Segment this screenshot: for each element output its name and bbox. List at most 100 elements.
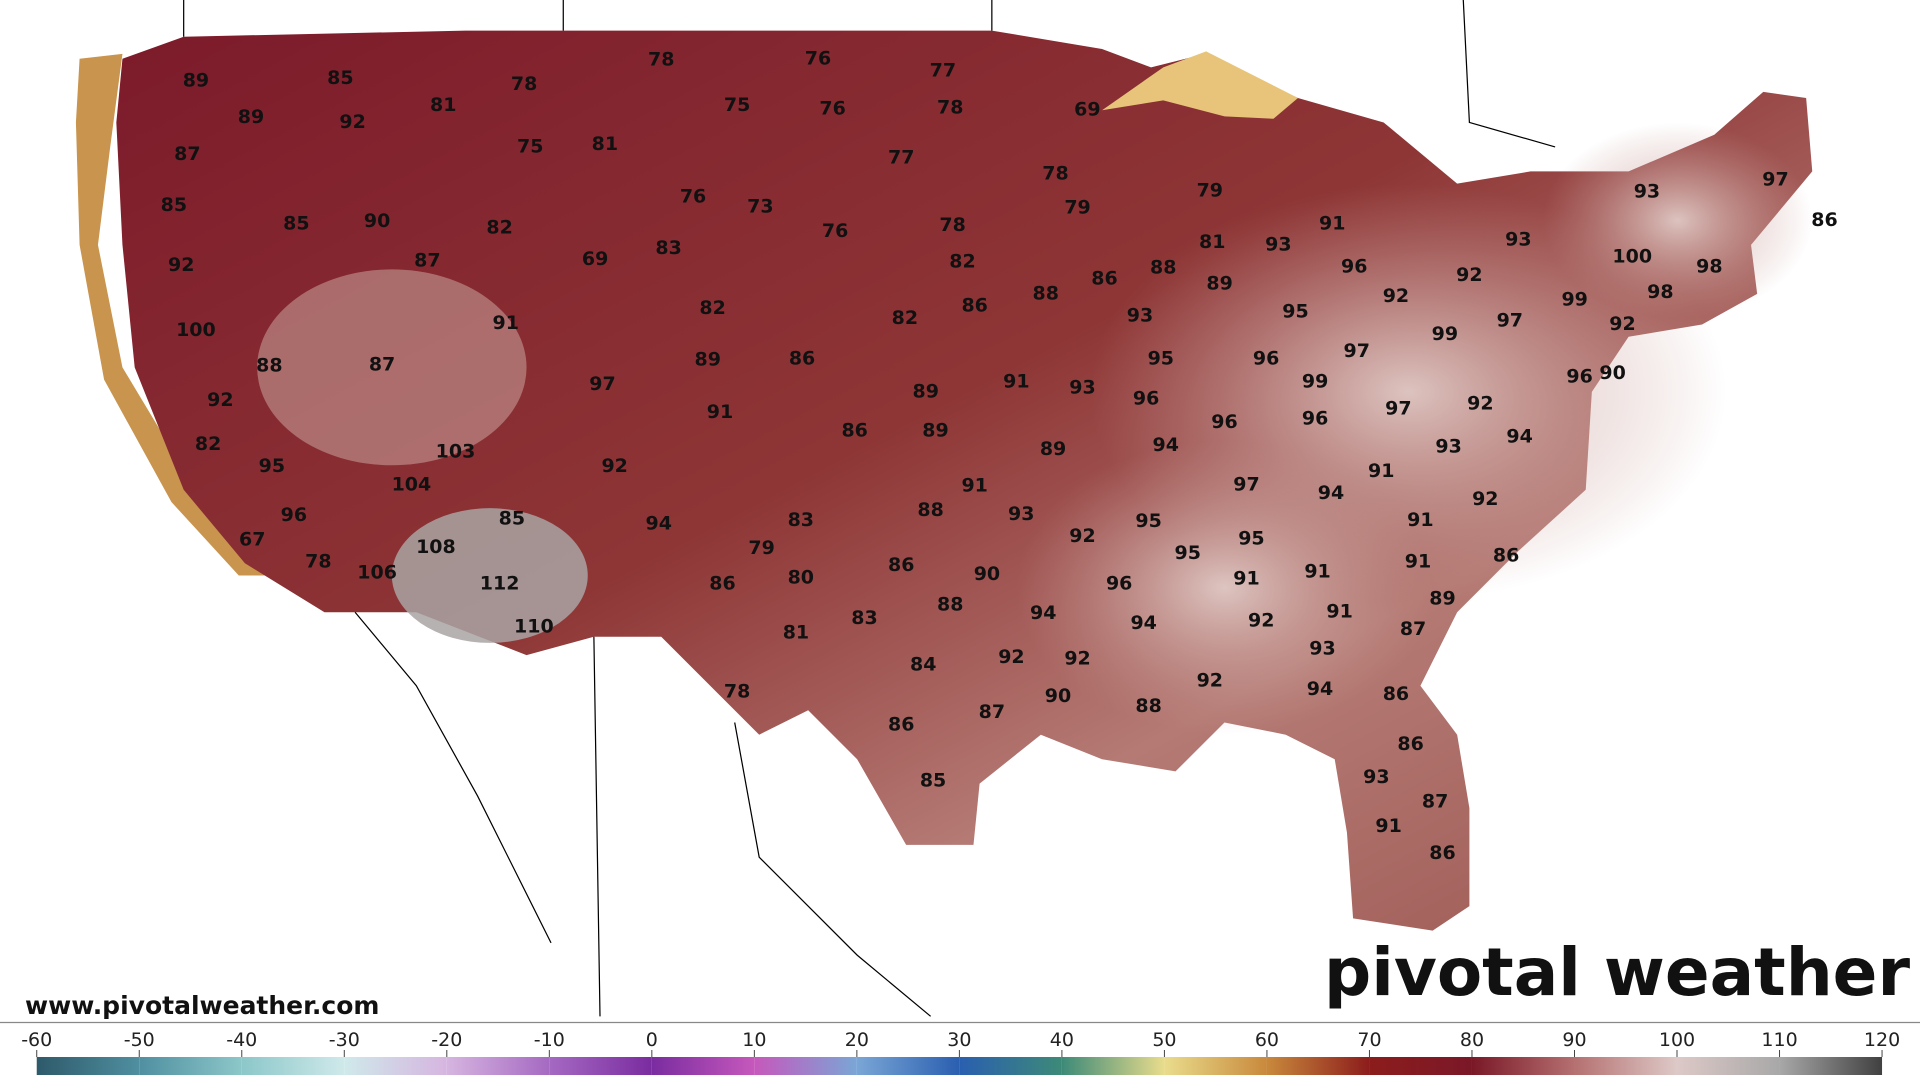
temperature-label: 82 <box>195 433 221 455</box>
temperature-label: 95 <box>1148 347 1174 369</box>
temperature-label: 76 <box>822 220 848 242</box>
colorbar-segment <box>139 1057 242 1075</box>
temperature-label: 83 <box>851 607 877 629</box>
temperature-label: 92 <box>339 111 365 133</box>
temperature-label: 88 <box>1135 695 1161 717</box>
temperature-label: 73 <box>747 195 773 217</box>
temperature-label: 81 <box>1199 231 1225 253</box>
colorbar-tick-label: 0 <box>646 1029 658 1051</box>
temperature-label: 93 <box>1127 304 1153 326</box>
temperature-label: 85 <box>327 67 353 89</box>
temperature-label: 92 <box>1456 264 1482 286</box>
temperature-label: 96 <box>1106 573 1132 595</box>
temperature-label: 97 <box>1385 397 1411 419</box>
colorbar-tick-label: 30 <box>947 1029 971 1051</box>
colorbar-tick-label: 80 <box>1460 1029 1484 1051</box>
temperature-label: 108 <box>416 536 456 558</box>
temperature-label: 83 <box>655 237 681 259</box>
colorbar-tick-label: -40 <box>226 1029 257 1051</box>
temperature-label: 86 <box>709 573 735 595</box>
temperature-label: 86 <box>841 420 867 442</box>
colorbar-tick-label: -50 <box>124 1029 155 1051</box>
temperature-label: 91 <box>1405 551 1431 573</box>
temperature-label: 92 <box>601 455 627 477</box>
temperature-label: 77 <box>888 146 914 168</box>
warm-region <box>1016 440 1433 735</box>
colorbar-segment <box>754 1057 857 1075</box>
temperature-label: 96 <box>1133 388 1159 410</box>
temperature-label: 95 <box>1135 510 1161 532</box>
temperature-label: 86 <box>1091 268 1117 290</box>
temperature-label: 81 <box>783 622 809 644</box>
colorbar-segment <box>549 1057 652 1075</box>
temperature-label: 81 <box>592 133 618 155</box>
colorbar-segment <box>344 1057 447 1075</box>
temperature-label: 88 <box>917 499 943 521</box>
colorbar-tick-label: 50 <box>1152 1029 1176 1051</box>
temperature-label: 95 <box>1175 542 1201 564</box>
temperature-label: 83 <box>788 509 814 531</box>
temperature-label: 85 <box>161 194 187 216</box>
temperature-label: 96 <box>1253 347 1279 369</box>
temperature-label: 78 <box>511 73 537 95</box>
temperature-label: 96 <box>1566 366 1592 388</box>
temperature-label: 92 <box>168 254 194 276</box>
temperature-label: 88 <box>256 355 282 377</box>
temperature-label: 94 <box>1152 434 1178 456</box>
temperature-label: 88 <box>1032 282 1058 304</box>
temperature-label: 93 <box>1265 233 1291 255</box>
temperature-label: 94 <box>646 513 672 535</box>
temperature-label: 103 <box>436 440 476 462</box>
temperature-label: 78 <box>724 680 750 702</box>
colorbar-tick-label: 90 <box>1562 1029 1586 1051</box>
temperature-label: 80 <box>788 566 814 588</box>
temperature-label: 84 <box>910 653 936 675</box>
temperature-label: 86 <box>1493 544 1519 566</box>
temperature-label: 93 <box>1634 181 1660 203</box>
colorbar-segment <box>36 1057 140 1075</box>
temperature-label: 93 <box>1363 766 1389 788</box>
colorbar-segment <box>1779 1057 1883 1075</box>
temperature-label: 97 <box>1344 340 1370 362</box>
temperature-label: 93 <box>1435 435 1461 457</box>
temperature-label: 79 <box>1064 197 1090 219</box>
colorbar-tick-label: -60 <box>21 1029 52 1051</box>
temperature-label: 82 <box>699 297 725 319</box>
temperature-label: 86 <box>1397 733 1423 755</box>
temperature-label: 75 <box>517 135 543 157</box>
colorbar-tick-label: 70 <box>1357 1029 1381 1051</box>
colorbar-segment <box>1369 1057 1472 1075</box>
temperature-label: 92 <box>1064 647 1090 669</box>
temperature-label: 96 <box>281 504 307 526</box>
temperature-label: 97 <box>1497 309 1523 331</box>
temperature-label: 79 <box>1197 180 1223 202</box>
colorbar-tick-label: 20 <box>845 1029 869 1051</box>
temperature-label: 81 <box>430 94 456 116</box>
colorbar-segment <box>959 1057 1062 1075</box>
temperature-label: 91 <box>1003 371 1029 393</box>
temperature-label: 78 <box>305 551 331 573</box>
temperature-label: 94 <box>1130 612 1156 634</box>
colorbar-tick-label: 110 <box>1761 1029 1797 1051</box>
temperature-label: 76 <box>819 97 845 119</box>
temperature-label: 76 <box>805 47 831 69</box>
temperature-label: 92 <box>1383 285 1409 307</box>
temperature-label: 86 <box>888 713 914 735</box>
temperature-label: 86 <box>1429 842 1455 864</box>
temperature-label: 78 <box>937 96 963 118</box>
temperature-label: 90 <box>1045 685 1071 707</box>
temperature-label: 78 <box>1042 162 1068 184</box>
temperature-label: 92 <box>1197 669 1223 691</box>
temperature-label: 82 <box>892 307 918 329</box>
temperature-label: 91 <box>1407 509 1433 531</box>
border <box>183 0 1556 1017</box>
colorbar-segment <box>856 1057 960 1075</box>
temperature-label: 93 <box>1505 229 1531 251</box>
temperature-label: 87 <box>1400 618 1426 640</box>
temperature-label: 86 <box>888 554 914 576</box>
temperature-label: 91 <box>961 475 987 497</box>
colorbar-tick-label: 40 <box>1050 1029 1074 1051</box>
temperature-label: 97 <box>1233 473 1259 495</box>
